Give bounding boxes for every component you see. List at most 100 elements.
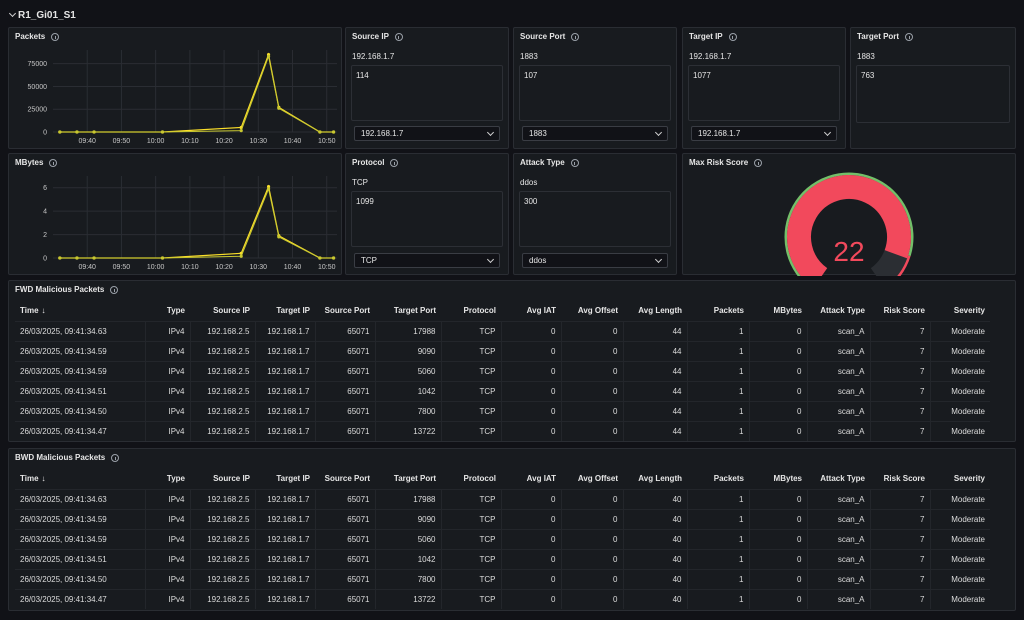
data-point[interactable] [239, 254, 243, 258]
chevron-down-icon[interactable] [8, 9, 17, 18]
data-point[interactable] [75, 130, 79, 134]
column-header[interactable]: Time ↓ [15, 469, 145, 489]
attack-type-select[interactable]: ddos [522, 253, 668, 268]
source-port-select[interactable]: 1883 [522, 126, 668, 141]
table-cell: IPv4 [145, 528, 191, 549]
target-ip-select[interactable]: 192.168.1.7 [691, 126, 837, 141]
data-point[interactable] [277, 106, 281, 110]
column-header[interactable]: Target IP [255, 469, 315, 489]
table-row[interactable]: 26/03/2025, 09:41:34.47 IPv4 192.168.2.5 19… [15, 588, 990, 609]
data-point[interactable] [160, 130, 165, 134]
info-icon[interactable] [111, 453, 120, 462]
column-header[interactable]: Avg IAT [501, 469, 561, 489]
data-point[interactable] [277, 235, 281, 239]
info-icon[interactable] [570, 158, 579, 167]
column-header[interactable]: Time ↓ [15, 301, 145, 321]
info-icon[interactable] [754, 158, 763, 167]
data-point[interactable] [92, 256, 96, 260]
data-point[interactable] [266, 187, 271, 191]
row-header[interactable]: R1_Gi01_S1 [8, 8, 76, 22]
protocol-select[interactable]: TCP [354, 253, 500, 268]
column-header[interactable]: Type [145, 301, 190, 321]
column-header[interactable]: MBytes [749, 301, 807, 321]
data-point[interactable] [266, 184, 271, 189]
table-row[interactable]: 26/03/2025, 09:41:34.59 IPv4 192.168.2.5 19… [15, 528, 990, 549]
column-header[interactable]: Target IP [255, 301, 315, 321]
data-point[interactable] [58, 256, 62, 260]
table-cell: 65071 [315, 320, 376, 341]
table-cell: 44 [623, 340, 688, 361]
data-point[interactable] [75, 256, 79, 260]
info-icon[interactable] [49, 158, 58, 167]
info-icon[interactable] [51, 32, 60, 41]
data-point[interactable] [58, 130, 62, 134]
column-header[interactable]: Attack Type [807, 469, 870, 489]
data-point[interactable] [331, 256, 336, 260]
column-header[interactable]: Type [145, 469, 190, 489]
table-cell: 192.168.2.5 [190, 340, 256, 361]
data-point[interactable] [160, 256, 165, 260]
column-header[interactable]: Severity [930, 469, 990, 489]
panel-title-text: Protocol [352, 158, 385, 167]
table-row[interactable]: 26/03/2025, 09:41:34.63 IPv4 192.168.2.5 19… [15, 488, 990, 509]
column-header-label: Target Port [393, 474, 436, 484]
column-header[interactable]: Target Port [375, 469, 441, 489]
column-header-label: Time [20, 474, 39, 484]
data-point[interactable] [318, 256, 322, 260]
column-header[interactable]: Protocol [441, 301, 501, 321]
data-point[interactable] [266, 54, 271, 58]
info-icon[interactable] [571, 32, 580, 41]
column-header[interactable]: Avg IAT [501, 301, 561, 321]
column-header[interactable]: Risk Score [870, 469, 930, 489]
table-row[interactable]: 26/03/2025, 09:41:34.63 IPv4 192.168.2.5 19… [15, 320, 990, 341]
table-cell: 192.168.1.7 [255, 528, 316, 549]
table-row[interactable]: 26/03/2025, 09:41:34.59 IPv4 192.168.2.5 19… [15, 508, 990, 529]
info-icon[interactable] [905, 32, 914, 41]
column-header[interactable]: Risk Score [870, 301, 930, 321]
table-cell: 65071 [315, 340, 376, 361]
table-cell: 0 [749, 588, 808, 609]
table-row[interactable]: 26/03/2025, 09:41:34.50 IPv4 192.168.2.5 19… [15, 568, 990, 589]
table-cell: 0 [749, 488, 808, 509]
column-header[interactable]: Target Port [375, 301, 441, 321]
column-header[interactable]: Avg Length [623, 301, 687, 321]
table-cell: 7 [870, 340, 931, 361]
column-header[interactable]: Source IP [190, 469, 255, 489]
column-header[interactable]: Source IP [190, 301, 255, 321]
table-row[interactable]: 26/03/2025, 09:41:34.51 IPv4 192.168.2.5 19… [15, 548, 990, 569]
data-point[interactable] [331, 130, 336, 134]
table-row[interactable]: 26/03/2025, 09:41:34.51 IPv4 192.168.2.5 19… [15, 380, 990, 401]
data-point[interactable] [239, 129, 243, 133]
table-row[interactable]: 26/03/2025, 09:41:34.59 IPv4 192.168.2.5 19… [15, 340, 990, 361]
data-point[interactable] [318, 130, 322, 134]
info-icon[interactable] [728, 32, 737, 41]
column-header[interactable]: Avg Length [623, 469, 687, 489]
column-header[interactable]: MBytes [749, 469, 807, 489]
column-header[interactable]: Protocol [441, 469, 501, 489]
column-header[interactable]: Avg Offset [561, 469, 623, 489]
table-cell: 192.168.2.5 [190, 420, 256, 441]
table-cell: 1 [687, 380, 750, 401]
table-row[interactable]: 26/03/2025, 09:41:34.50 IPv4 192.168.2.5 19… [15, 400, 990, 421]
info-icon[interactable] [390, 158, 399, 167]
sort-arrow-icon[interactable]: ↓ [41, 474, 46, 484]
column-header[interactable]: Severity [930, 301, 990, 321]
table-cell: 0 [561, 420, 624, 441]
info-icon[interactable] [110, 285, 119, 294]
column-header[interactable]: Packets [687, 301, 749, 321]
data-point[interactable] [92, 130, 96, 134]
table-cell: 26/03/2025, 09:41:34.59 [15, 340, 146, 361]
column-header[interactable]: Source Port [315, 301, 375, 321]
column-header[interactable]: Attack Type [807, 301, 870, 321]
column-header[interactable]: Avg Offset [561, 301, 623, 321]
column-header[interactable]: Source Port [315, 469, 375, 489]
table-cell: 192.168.1.7 [255, 360, 316, 381]
table-cell: 40 [623, 548, 688, 569]
info-icon[interactable] [394, 32, 403, 41]
table-row[interactable]: 26/03/2025, 09:41:34.47 IPv4 192.168.2.5 19… [15, 420, 990, 441]
table-cell: TCP [441, 548, 502, 569]
table-row[interactable]: 26/03/2025, 09:41:34.59 IPv4 192.168.2.5 19… [15, 360, 990, 381]
column-header[interactable]: Packets [687, 469, 749, 489]
source-ip-select[interactable]: 192.168.1.7 [354, 126, 500, 141]
sort-arrow-icon[interactable]: ↓ [41, 306, 46, 316]
